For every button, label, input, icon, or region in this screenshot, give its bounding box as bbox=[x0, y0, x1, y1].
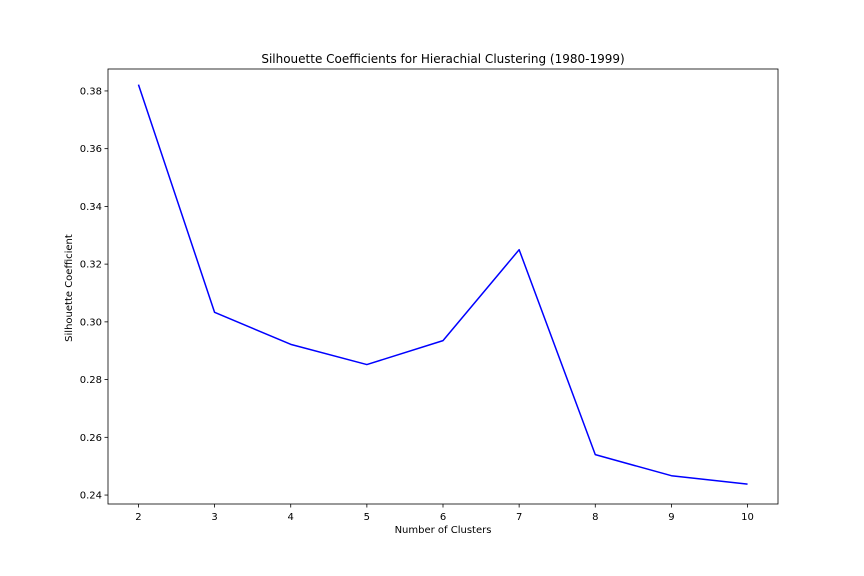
y-tick-label: 0.30 bbox=[80, 317, 102, 328]
x-tick-label: 3 bbox=[211, 512, 217, 523]
series-line bbox=[137, 84, 748, 485]
x-tick-label: 4 bbox=[288, 512, 294, 523]
x-tick-label: 6 bbox=[440, 512, 446, 523]
y-tick-label: 0.36 bbox=[80, 144, 102, 155]
x-tick-label: 2 bbox=[135, 512, 141, 523]
x-axis-label: Number of Clusters bbox=[395, 525, 492, 536]
x-tick-label: 10 bbox=[741, 512, 754, 523]
plot-area: 0.24 0.26 0.28 0.30 0.32 0.34 0.36 0.38 2 3 4 5 6 7 8… bbox=[80, 68, 779, 523]
y-axis-label: Silhouette Coefficient bbox=[64, 234, 75, 342]
y-tick-label: 0.34 bbox=[80, 202, 102, 213]
plot-frame bbox=[107, 68, 779, 505]
chart-title: Silhouette Coefficients for Hierachial C… bbox=[261, 52, 624, 66]
x-tick-label: 7 bbox=[516, 512, 522, 523]
y-tick-label: 0.38 bbox=[80, 86, 102, 97]
y-tick-label: 0.28 bbox=[80, 375, 102, 386]
y-tick-label: 0.24 bbox=[80, 491, 102, 502]
y-tick-label: 0.26 bbox=[80, 433, 102, 444]
series-group bbox=[137, 84, 748, 485]
y-axis: 0.24 0.26 0.28 0.30 0.32 0.34 0.36 0.38 bbox=[80, 86, 108, 502]
y-tick-label: 0.32 bbox=[80, 260, 102, 271]
x-tick-label: 8 bbox=[592, 512, 598, 523]
x-tick-label: 9 bbox=[668, 512, 674, 523]
x-tick-label: 5 bbox=[364, 512, 370, 523]
x-axis: 2 3 4 5 6 7 8 9 10 bbox=[135, 504, 754, 523]
